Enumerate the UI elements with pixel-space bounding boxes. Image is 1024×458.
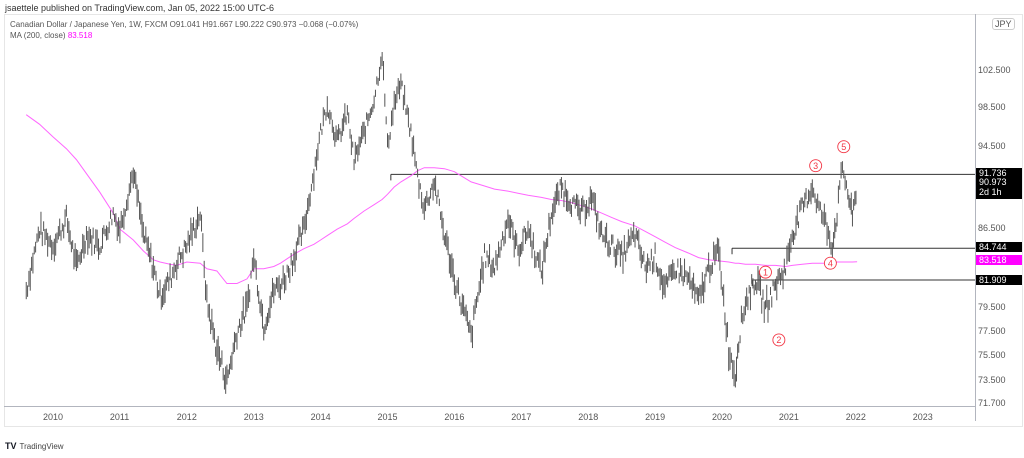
- time-tick: 2022: [845, 412, 866, 422]
- horizontal-levels: [390, 173, 975, 286]
- svg-text:3: 3: [813, 161, 818, 171]
- brand-name[interactable]: TradingView: [19, 441, 64, 451]
- time-tick: 2011: [109, 412, 130, 422]
- resistance-price-label: 91.736: [976, 168, 1022, 178]
- publisher-line: jsaettele published on TradingView.com, …: [5, 3, 275, 13]
- wave-labels: 1 2 3 4 5: [759, 140, 851, 347]
- wave-label-circle[interactable]: [759, 265, 772, 279]
- svg-text:5: 5: [841, 142, 846, 152]
- footer: TV TradingView: [5, 441, 64, 451]
- svg-text:2: 2: [776, 335, 781, 345]
- price-tick: 77.500: [978, 325, 1006, 336]
- symbol-info: Canadian Dollar / Japanese Yen, 1W, FXCM…: [10, 20, 359, 29]
- time-tick: 2014: [310, 412, 331, 422]
- time-tick: 2013: [243, 412, 264, 422]
- price-series: [25, 52, 857, 394]
- price-tick: 86.500: [978, 223, 1006, 234]
- level-mid-price-label: 84.744: [976, 242, 1022, 252]
- ma-value: 83.518: [67, 31, 93, 40]
- time-tick: 2016: [444, 412, 465, 422]
- ma-line: [25, 114, 858, 284]
- time-tick: 2021: [778, 412, 799, 422]
- legend: Canadian Dollar / Japanese Yen, 1W, FXCM…: [10, 19, 358, 41]
- tradingview-logo-icon: TV: [5, 441, 17, 451]
- svg-text:4: 4: [828, 258, 833, 268]
- bar-countdown-label: 2d 1h: [976, 187, 1022, 199]
- time-tick: 2015: [377, 412, 398, 422]
- last-price-label: 90.973: [976, 177, 1022, 187]
- time-tick: 2017: [511, 412, 532, 422]
- wave-label-circle[interactable]: [837, 140, 851, 154]
- currency-badge[interactable]: JPY: [992, 18, 1015, 30]
- ma-label: MA (200, close): [10, 31, 66, 40]
- wave-label-circle[interactable]: [809, 159, 823, 173]
- price-axis[interactable]: [975, 14, 1024, 421]
- ma-price-label: 83.518: [976, 255, 1022, 265]
- time-tick: 2012: [176, 412, 197, 422]
- svg-text:1: 1: [763, 267, 768, 277]
- wave-label-circle[interactable]: [823, 256, 837, 270]
- time-tick: 2018: [578, 412, 599, 422]
- wave-label-circle[interactable]: [772, 333, 786, 347]
- level-low-price-label: 81.909: [976, 275, 1022, 285]
- time-tick: 2023: [912, 412, 933, 422]
- price-tick: 102.500: [978, 65, 1011, 75]
- ma-legend: MA (200, close) 83.518: [10, 30, 358, 41]
- time-axis[interactable]: [4, 406, 975, 428]
- price-tick: 79.500: [978, 301, 1006, 312]
- time-tick: 2019: [645, 412, 666, 422]
- price-tick: 75.500: [978, 349, 1006, 360]
- chart-frame: [4, 14, 1023, 427]
- time-tick: 2020: [712, 412, 733, 422]
- price-tick: 94.500: [978, 140, 1006, 151]
- price-tick: 71.700: [978, 398, 1006, 408]
- time-tick: 2010: [43, 412, 64, 422]
- price-tick: 98.500: [978, 102, 1006, 113]
- price-tick: 73.500: [978, 374, 1006, 385]
